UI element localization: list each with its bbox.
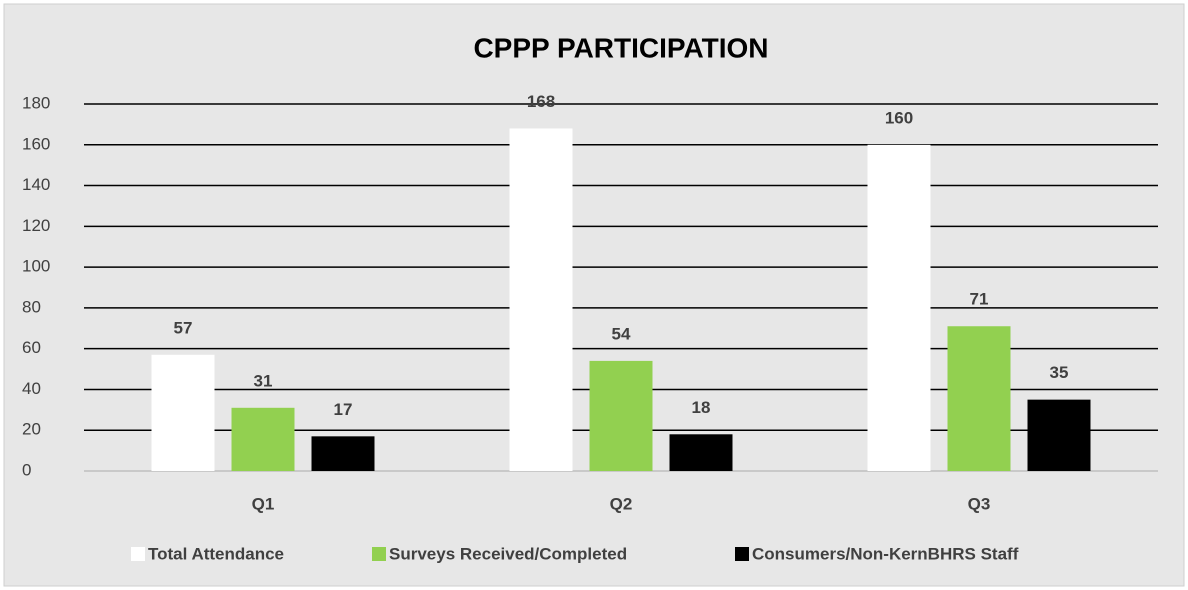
legend-label: Surveys Received/Completed — [389, 544, 627, 563]
bar — [589, 360, 653, 471]
bar — [947, 326, 1011, 471]
data-label: 31 — [254, 371, 273, 390]
bar — [151, 354, 215, 471]
legend-swatch — [372, 547, 386, 561]
y-tick-label: 180 — [22, 93, 50, 112]
bar — [867, 144, 931, 471]
bar — [1027, 399, 1091, 471]
y-tick-label: 140 — [22, 175, 50, 194]
data-label: 57 — [174, 318, 193, 337]
bar — [231, 407, 295, 471]
y-tick-label: 0 — [22, 460, 31, 479]
chart-title: CPPP PARTICIPATION — [473, 32, 768, 63]
data-label: 71 — [970, 290, 989, 309]
legend-label: Total Attendance — [148, 544, 284, 563]
data-label: 168 — [527, 92, 555, 111]
x-tick-label: Q2 — [610, 494, 633, 513]
y-tick-label: 80 — [22, 297, 41, 316]
chart-background — [3, 3, 1185, 587]
y-tick-label: 20 — [22, 420, 41, 439]
data-label: 54 — [612, 324, 631, 343]
y-tick-label: 160 — [22, 134, 50, 153]
bar — [669, 434, 733, 471]
data-label: 17 — [334, 400, 353, 419]
legend-swatch — [131, 547, 145, 561]
y-tick-label: 120 — [22, 216, 50, 235]
x-tick-label: Q1 — [252, 494, 275, 513]
y-tick-label: 60 — [22, 338, 41, 357]
y-tick-label: 100 — [22, 257, 50, 276]
bar — [311, 436, 375, 471]
bar — [509, 128, 573, 471]
legend-swatch — [735, 547, 749, 561]
data-label: 18 — [692, 398, 711, 417]
y-tick-label: 40 — [22, 379, 41, 398]
data-label: 35 — [1050, 363, 1069, 382]
x-tick-label: Q3 — [968, 494, 991, 513]
data-label: 160 — [885, 108, 913, 127]
legend-label: Consumers/Non-KernBHRS Staff — [752, 544, 1019, 563]
